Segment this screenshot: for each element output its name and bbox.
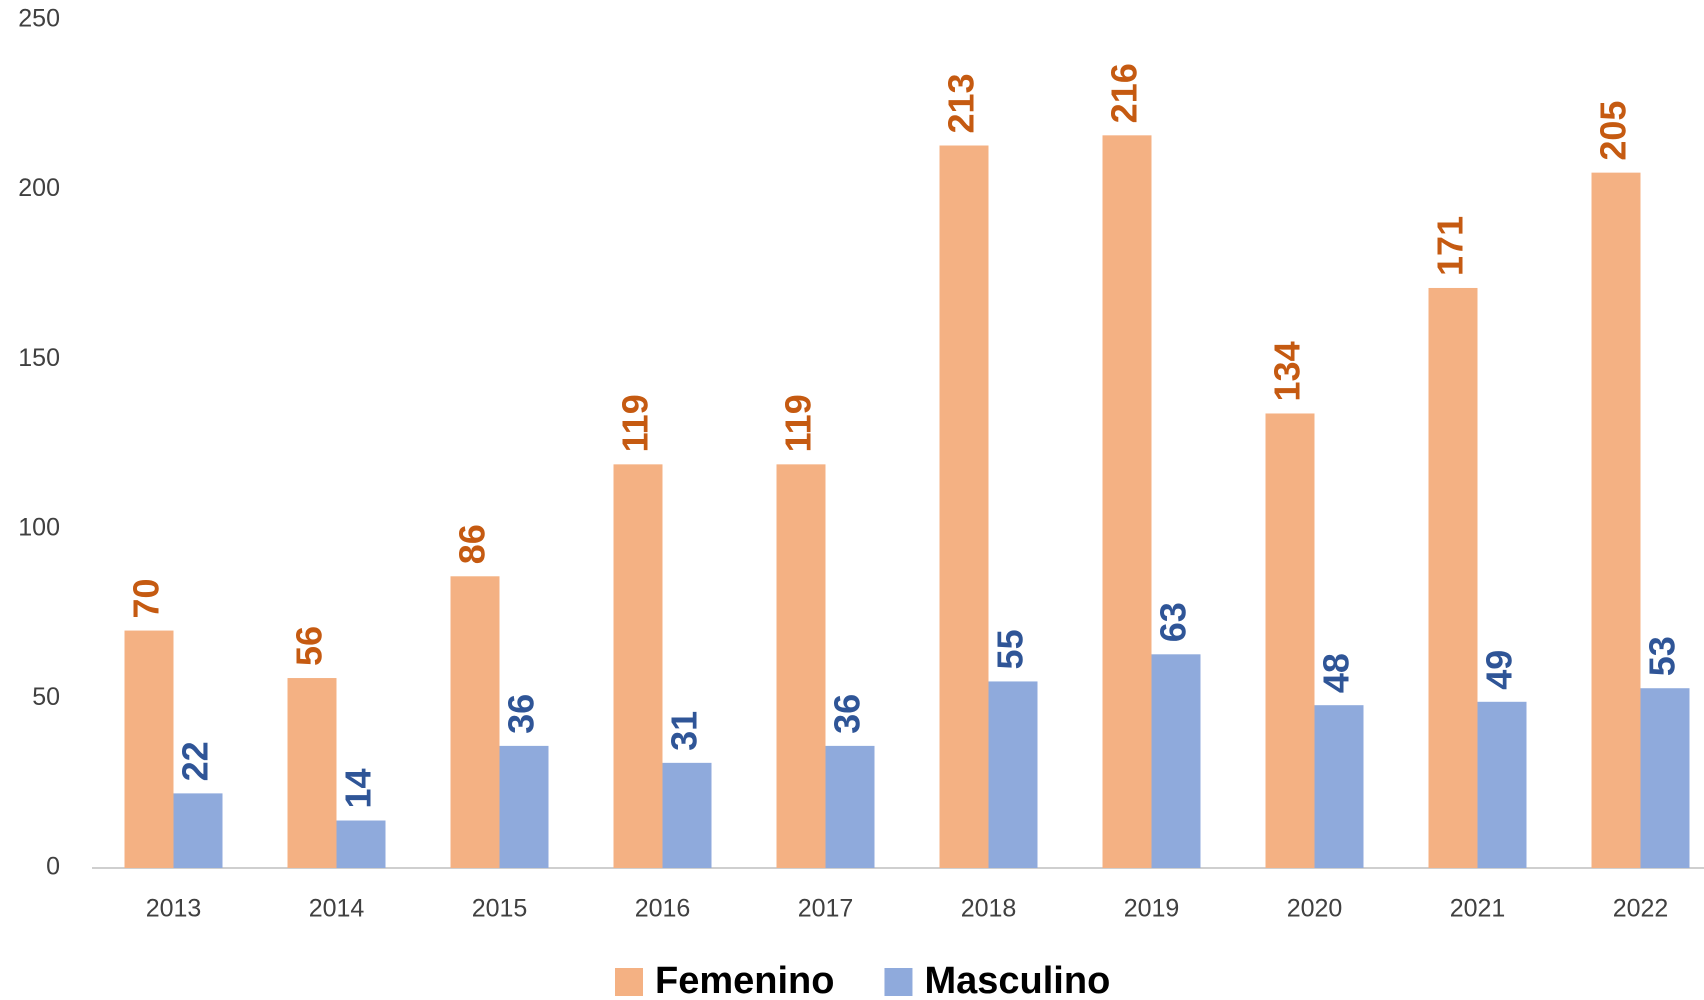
bar <box>988 681 1038 868</box>
data-label: 56 <box>289 626 330 666</box>
data-label: 205 <box>1593 101 1634 161</box>
y-tick-label: 0 <box>46 853 60 881</box>
bar <box>1102 135 1152 868</box>
x-tick-label: 2021 <box>1450 895 1506 923</box>
bar <box>499 745 549 868</box>
x-tick-label: 2020 <box>1287 895 1343 923</box>
bar <box>1265 413 1315 868</box>
data-label: 22 <box>175 741 216 781</box>
legend-label: Femenino <box>655 960 834 1000</box>
x-tick-label: 2016 <box>635 895 691 923</box>
x-tick-label: 2015 <box>472 895 528 923</box>
bar <box>336 820 386 868</box>
x-tick-label: 2013 <box>146 895 202 923</box>
x-tick-label: 2014 <box>309 895 365 923</box>
bar <box>1591 172 1641 868</box>
data-label: 53 <box>1642 636 1683 676</box>
bar <box>939 145 989 868</box>
data-label: 134 <box>1267 341 1308 401</box>
bar <box>450 576 500 868</box>
y-tick-label: 150 <box>18 344 60 372</box>
legend-label: Masculino <box>924 960 1110 1000</box>
data-label: 216 <box>1104 63 1145 123</box>
data-label: 49 <box>1479 650 1520 690</box>
data-label: 36 <box>827 694 868 734</box>
bar <box>124 630 174 868</box>
y-tick-label: 200 <box>18 174 60 202</box>
bar <box>1640 688 1690 868</box>
y-tick-label: 250 <box>18 5 60 33</box>
data-label: 63 <box>1153 602 1194 642</box>
data-label: 14 <box>338 768 379 808</box>
y-tick-label: 100 <box>18 513 60 541</box>
data-label: 86 <box>452 524 493 564</box>
x-tick-label: 2022 <box>1613 895 1669 923</box>
x-tick-label: 2019 <box>1124 895 1180 923</box>
x-tick-label: 2017 <box>798 895 854 923</box>
bar <box>1477 701 1527 868</box>
bar <box>1314 705 1364 868</box>
data-label: 55 <box>990 629 1031 669</box>
data-label: 36 <box>501 694 542 734</box>
x-tick-label: 2018 <box>961 895 1017 923</box>
legend-swatch <box>884 968 913 996</box>
data-label: 119 <box>615 394 656 452</box>
bar <box>613 464 663 868</box>
y-tick-label: 50 <box>32 683 60 711</box>
data-label: 171 <box>1430 216 1471 276</box>
legend-swatch <box>615 968 643 996</box>
bar <box>173 793 223 868</box>
bar <box>1428 287 1478 868</box>
bar <box>662 762 712 868</box>
bar <box>1151 654 1201 868</box>
data-label: 48 <box>1316 653 1357 693</box>
bar <box>776 464 826 868</box>
data-label: 31 <box>664 711 705 751</box>
data-label: 70 <box>126 579 167 619</box>
bar <box>287 678 337 868</box>
data-label: 213 <box>941 73 982 133</box>
data-label: 119 <box>778 394 819 452</box>
bar <box>825 745 875 868</box>
